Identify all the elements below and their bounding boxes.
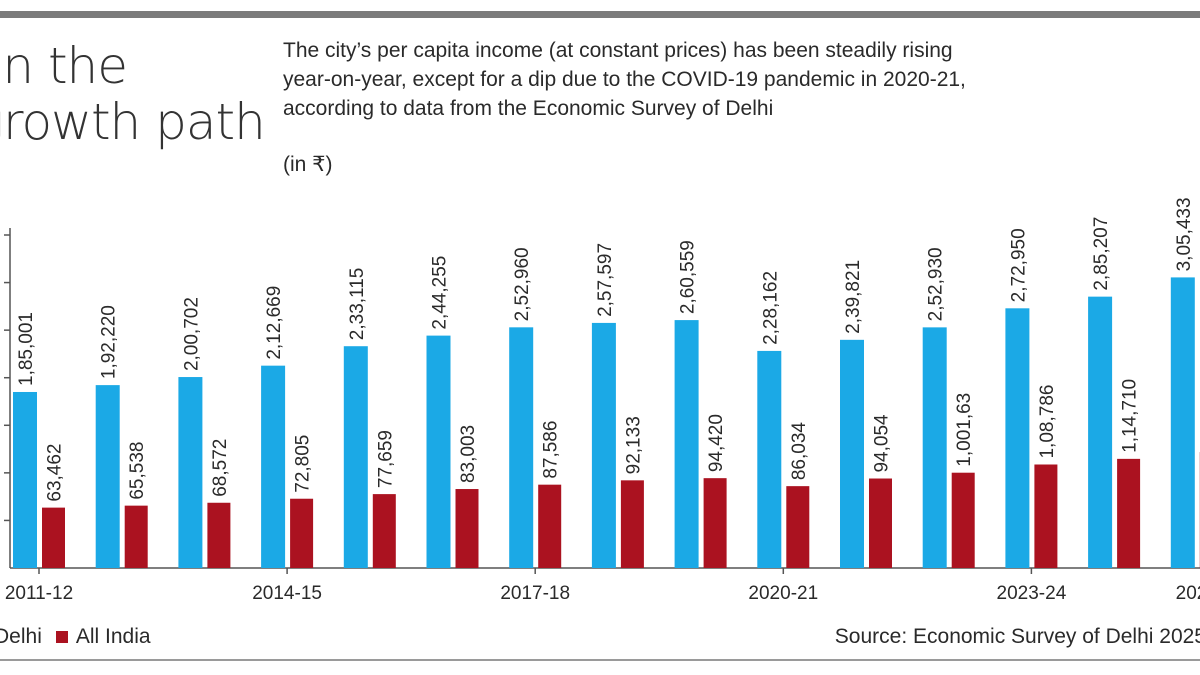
legend-india-swatch	[55, 631, 68, 643]
data-label-all-india: 1,001,63	[954, 393, 975, 467]
data-label-all-india: 83,003	[458, 425, 479, 483]
source-note: Source: Economic Survey of Delhi 2025	[834, 625, 1200, 648]
bar-delhi	[426, 335, 451, 568]
bar-all-india	[869, 478, 892, 568]
x-tick-label: 2025	[1176, 583, 1200, 604]
bar-all-india	[124, 505, 148, 568]
x-tick-label: 2011-12	[5, 583, 73, 604]
bar-delhi	[261, 365, 286, 568]
bar-delhi	[95, 385, 120, 568]
data-label-delhi: 3,05,433	[1174, 197, 1195, 271]
data-label-delhi: 2,44,255	[430, 256, 451, 330]
bar-delhi	[13, 391, 37, 568]
title-line-1: On the	[0, 37, 128, 95]
data-label-delhi: 2,57,597	[595, 243, 616, 317]
bar-delhi	[1005, 308, 1030, 568]
data-label-delhi: 2,52,960	[512, 247, 533, 321]
bar-delhi	[509, 327, 534, 568]
data-label-all-india: 63,462	[45, 443, 66, 501]
data-label-all-india: 1,08,786	[1037, 385, 1058, 459]
data-label-all-india: 68,572	[210, 439, 231, 497]
bar-all-india	[207, 502, 231, 568]
data-label-all-india: 72,805	[293, 435, 314, 493]
bar-delhi	[757, 350, 782, 568]
top-rule	[0, 11, 1200, 18]
bar-all-india	[290, 498, 314, 568]
bar-delhi	[922, 327, 947, 568]
bar-all-india	[538, 484, 562, 568]
data-label-all-india: 1,14,710	[1120, 379, 1141, 453]
bar-all-india	[703, 478, 727, 568]
x-tick-label: 2017-18	[500, 583, 570, 604]
data-label-all-india: 92,133	[623, 416, 644, 474]
bar-delhi	[1088, 296, 1113, 568]
data-label-delhi: 1,85,001	[16, 312, 37, 386]
x-tick-label: 2023-24	[997, 583, 1067, 604]
legend-india-label: All India	[75, 625, 151, 648]
bar-delhi	[674, 320, 699, 568]
bar-delhi	[591, 322, 616, 568]
legend: Delhi All India	[0, 625, 151, 649]
bar-all-india	[1034, 464, 1058, 568]
title-line-2: growth path	[0, 93, 266, 151]
subtitle-line: according to data from the Economic Surv…	[283, 97, 774, 120]
legend-delhi-label: Delhi	[0, 625, 42, 648]
bar-delhi	[343, 346, 368, 568]
chart-title: On the growth path	[0, 37, 266, 151]
bar-all-india	[1117, 458, 1141, 568]
bar-all-india	[455, 489, 479, 568]
bar-all-india	[372, 494, 396, 568]
data-label-delhi: 2,28,162	[760, 271, 781, 345]
bar-all-india	[951, 472, 975, 568]
data-label-delhi: 2,00,702	[181, 297, 202, 371]
data-label-delhi: 2,52,930	[926, 247, 947, 321]
data-label-delhi: 1,92,220	[99, 305, 120, 379]
bar-all-india	[620, 480, 644, 568]
subtitle-line: The city’s per capita income (at constan…	[283, 39, 953, 62]
subtitle-line: year-on-year, except for a dip due to th…	[283, 68, 966, 91]
x-tick-label: 2014-15	[252, 583, 322, 604]
x-tick-label: 2020-21	[748, 583, 818, 604]
bar-all-india	[786, 486, 810, 568]
data-label-delhi: 2,39,821	[843, 260, 864, 334]
data-label-delhi: 2,12,669	[264, 286, 285, 360]
data-label-all-india: 65,538	[127, 442, 148, 500]
unit-label: (in ₹)	[283, 153, 333, 176]
data-label-all-india: 86,034	[789, 422, 810, 481]
bar-delhi	[1170, 277, 1195, 568]
data-label-all-india: 94,054	[872, 414, 893, 473]
chart-subtitle: The city’s per capita income (at constan…	[283, 36, 1200, 123]
bar-all-india	[42, 507, 65, 568]
data-label-all-india: 77,659	[375, 430, 396, 488]
data-label-all-india: 87,586	[541, 421, 562, 479]
bar-delhi	[840, 339, 864, 568]
data-label-all-india: 94,420	[706, 414, 727, 472]
data-label-delhi: 2,60,559	[678, 240, 699, 314]
data-label-delhi: 2,85,207	[1091, 217, 1112, 291]
bar-delhi	[178, 377, 203, 568]
data-label-delhi: 2,72,950	[1008, 228, 1029, 302]
bottom-rule	[0, 659, 1200, 661]
data-label-delhi: 2,33,115	[347, 268, 368, 341]
